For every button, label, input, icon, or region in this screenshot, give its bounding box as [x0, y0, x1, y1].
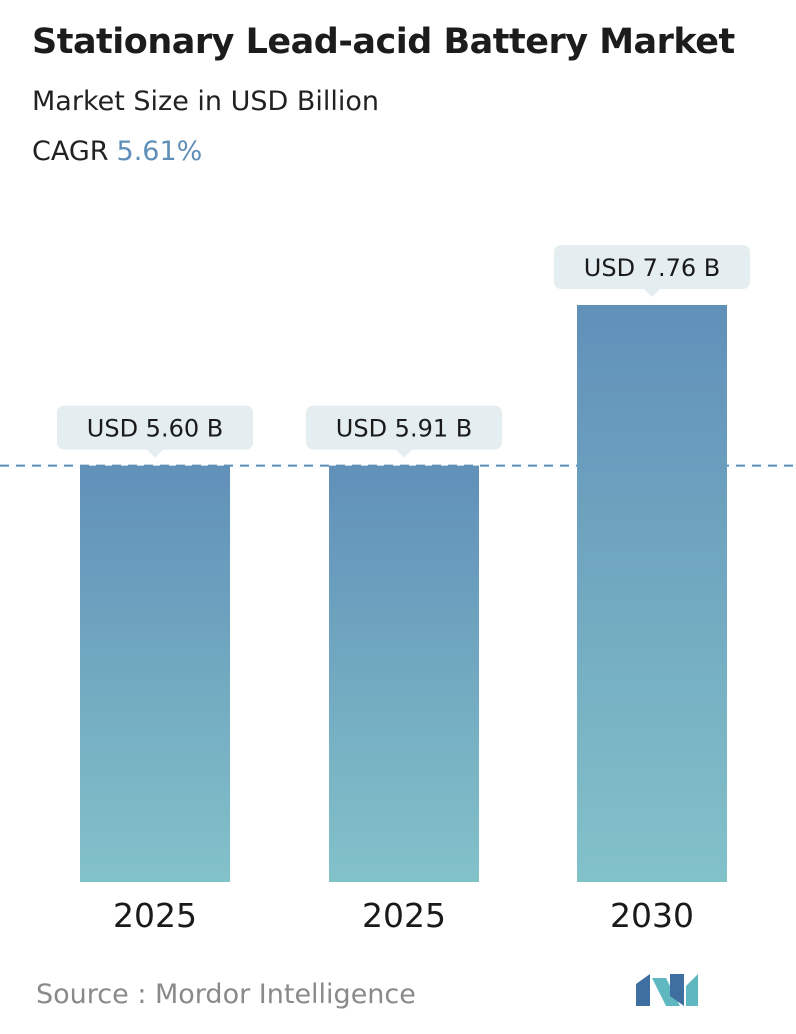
cagr-value: 5.61%: [116, 136, 203, 167]
value-label-3: USD 7.76 B: [584, 254, 720, 282]
bar-3: [577, 305, 727, 882]
chart-subtitle: Market Size in USD Billion: [32, 86, 380, 117]
value-label-bubble-1: USD 5.60 B: [57, 405, 253, 458]
value-label-1: USD 5.60 B: [87, 415, 223, 443]
x-tick-label-2: 2025: [362, 896, 446, 935]
value-label-bubble-2: USD 5.91 B: [306, 405, 502, 458]
value-label-bubble-3: USD 7.76 B: [554, 245, 750, 297]
source-text: Source : Mordor Intelligence: [36, 979, 416, 1010]
value-label-2: USD 5.91 B: [336, 415, 472, 443]
chart-title: Stationary Lead-acid Battery Market: [32, 22, 735, 62]
bar-1: [80, 465, 230, 882]
x-tick-label-3: 2030: [610, 896, 694, 935]
cagr-label: CAGR: [32, 136, 109, 167]
cagr-line: CAGR 5.61%: [32, 136, 202, 167]
bar-2: [329, 465, 479, 882]
mordor-intelligence-logo-icon: [636, 974, 698, 1006]
x-tick-label-1: 2025: [113, 896, 197, 935]
bar-chart: USD 5.60 B 2025 USD 5.91 B 2025 USD 7.76 B 20…: [0, 245, 796, 935]
